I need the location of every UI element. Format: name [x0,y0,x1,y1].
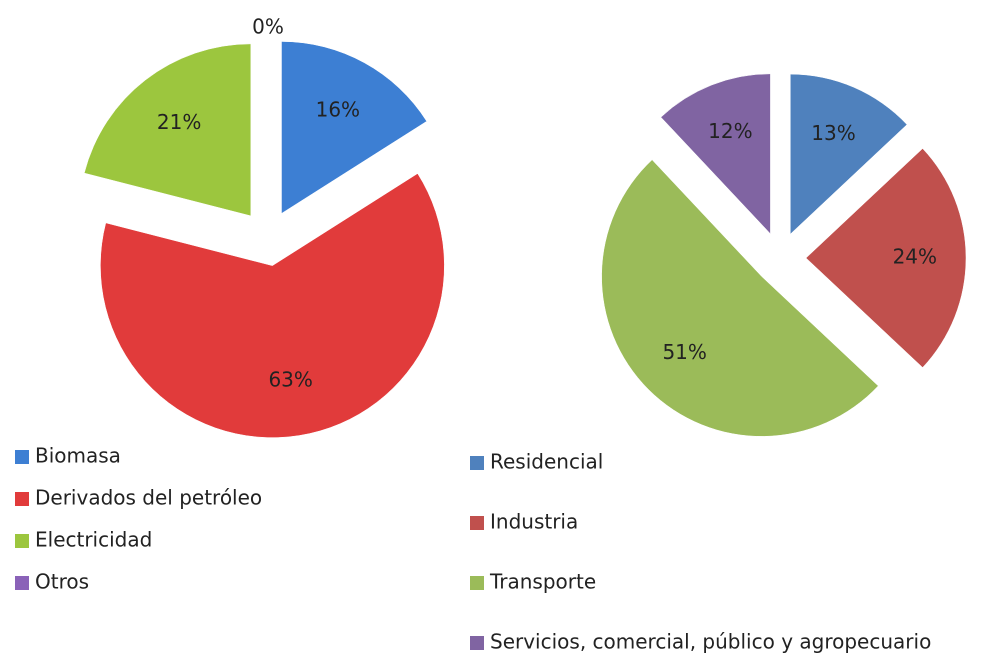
legend-swatch [15,450,29,464]
pie-slice [281,41,428,214]
legend-swatch [15,534,29,548]
legend-label: Biomasa [35,444,121,468]
legend-label: Transporte [489,570,596,594]
pie-slice [100,173,445,438]
data-label: 12% [708,119,752,143]
legend-label: Derivados del petróleo [35,486,262,510]
legend-swatch [470,576,484,590]
data-label: 13% [811,121,855,145]
pie-slice [805,148,967,368]
data-label: 24% [893,245,937,269]
pie-slice [660,73,771,235]
data-label: 16% [316,97,360,121]
pie-slice [790,73,908,235]
legend-swatch [470,636,484,650]
pie-slice [83,43,252,217]
legend-label: Otros [35,570,89,594]
data-label: 51% [662,340,706,364]
legend-swatch [15,576,29,590]
legend-label: Servicios, comercial, público y agropecu… [490,630,931,654]
legend-label: Industria [490,510,578,534]
legend-swatch [15,492,29,506]
legend-label: Residencial [490,450,603,474]
legend-swatch [470,516,484,530]
data-label: 63% [268,368,312,392]
data-label: 21% [157,110,201,134]
legend-swatch [470,456,484,470]
legend-label: Electricidad [35,528,152,552]
pie-slice [601,159,879,437]
data-label: 0% [252,15,284,39]
